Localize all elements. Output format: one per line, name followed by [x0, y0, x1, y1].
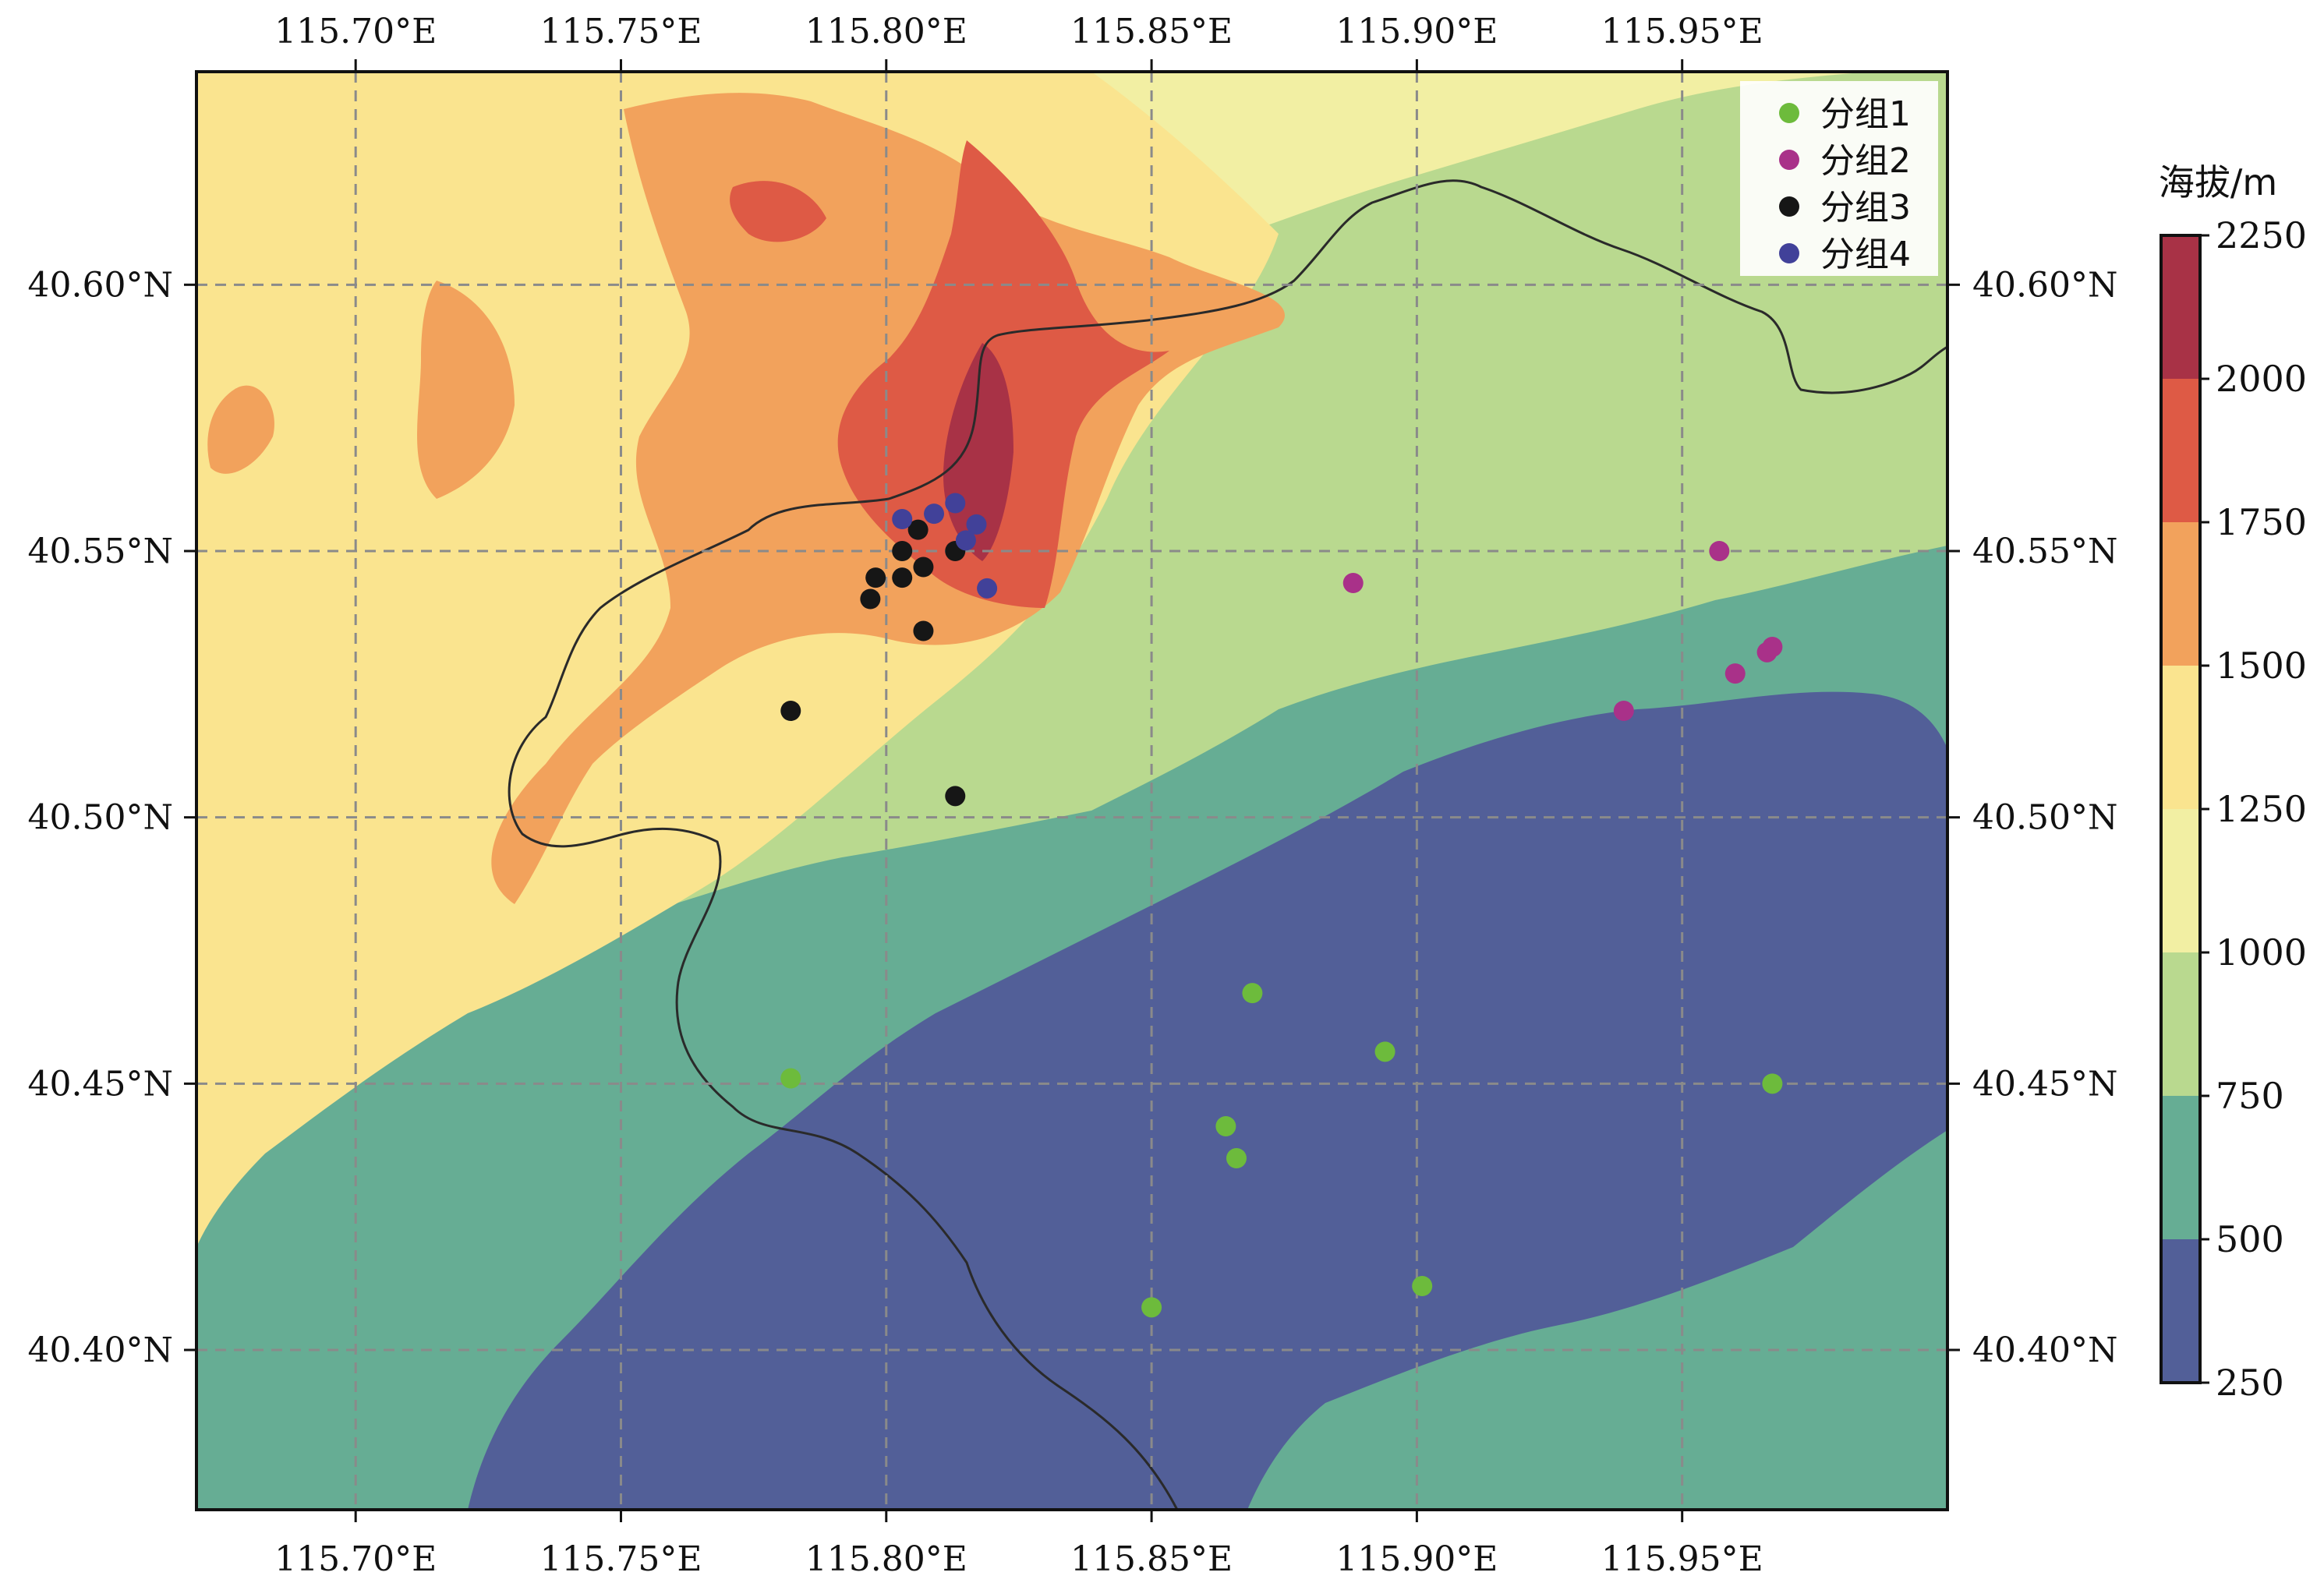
x-tick-label-top-3: 115.85°E: [1070, 12, 1233, 51]
axes: 115.70°E 115.70°E 115.75°E 115.75°E 115.80°E…: [28, 12, 2118, 1579]
y-tick-label-left-0: 40.60°N: [28, 265, 173, 305]
plot-frame: [195, 70, 1949, 1511]
point-series3-0: [907, 519, 929, 540]
point-series1-3: [1215, 1116, 1236, 1136]
point-series3-9: [945, 786, 966, 807]
point-series1-2: [1374, 1041, 1395, 1062]
y-tick-label-left-1: 40.55°N: [28, 532, 173, 571]
elevation-basemap: [196, 72, 1947, 1510]
point-series4-1: [924, 504, 945, 525]
point-series2-1: [1709, 541, 1730, 561]
colorbar-tick-label-3: 1500: [2216, 645, 2307, 687]
x-tick-label-top-4: 115.90°E: [1335, 12, 1498, 51]
point-series1-4: [1226, 1148, 1247, 1168]
point-series1-6: [1412, 1276, 1433, 1296]
x-tick-label-bottom-2: 115.80°E: [805, 1539, 967, 1579]
x-tick-label-bottom-3: 115.85°E: [1070, 1539, 1233, 1579]
legend-marker-2: [1779, 150, 1799, 170]
x-tick-label-top-5: 115.95°E: [1601, 12, 1763, 51]
legend-label-1: 分组1: [1820, 94, 1911, 134]
terrain-band-1500-1750-west: [417, 281, 515, 499]
x-tick-label-top-2: 115.80°E: [805, 12, 967, 51]
colorbar-band-4: [2161, 809, 2200, 952]
point-series3-2: [913, 557, 934, 578]
data-points: [780, 493, 1783, 1318]
colorbar-title: 海拔/m: [2159, 161, 2277, 203]
colorbar-tick-label-7: 500: [2216, 1218, 2284, 1260]
point-series1-5: [1141, 1297, 1162, 1318]
colorbar-tick-label-5: 1000: [2216, 931, 2307, 973]
x-tick-label-bottom-0: 115.70°E: [274, 1539, 437, 1579]
point-series2-2: [1724, 663, 1746, 684]
legend-marker-1: [1779, 103, 1799, 123]
colorbar-band-3: [2161, 666, 2200, 809]
point-series1-1: [1242, 983, 1263, 1004]
point-series1-0: [780, 1068, 801, 1089]
point-series2-4: [1762, 637, 1783, 657]
colorbar-band-5: [2161, 952, 2200, 1096]
point-series3-1: [892, 541, 913, 561]
grid-lines: [196, 72, 1947, 1510]
colorbar-tick-label-6: 750: [2216, 1075, 2284, 1117]
colorbar-tick-label-1: 2000: [2216, 358, 2307, 400]
point-series4-0: [892, 509, 913, 529]
colorbar-band-1: [2161, 379, 2200, 522]
point-series3-5: [860, 588, 881, 610]
boundary-line: [508, 179, 1947, 1510]
legend-marker-3: [1779, 196, 1799, 217]
point-series4-3: [966, 514, 987, 535]
y-tick-label-right-1: 40.55°N: [1972, 532, 2117, 571]
colorbar-band-7: [2161, 1239, 2200, 1383]
legend-marker-4: [1779, 243, 1799, 263]
colorbar-band-0: [2161, 235, 2200, 379]
point-series4-2: [945, 493, 966, 514]
y-tick-label-right-3: 40.45°N: [1972, 1064, 2117, 1104]
y-tick-label-left-4: 40.40°N: [28, 1330, 173, 1370]
x-tick-label-bottom-4: 115.90°E: [1335, 1539, 1498, 1579]
point-series4-4: [955, 530, 976, 551]
elevation-colorbar: 海拔/m 2250 2000 1750 1500 1250 1000 750 500 250: [2159, 161, 2307, 1404]
x-tick-label-top-0: 115.70°E: [274, 12, 437, 51]
terrain-band-250-500: [468, 691, 1947, 1510]
legend-label-3: 分组3: [1820, 188, 1911, 228]
x-tick-label-top-1: 115.75°E: [539, 12, 702, 51]
point-series2-0: [1342, 573, 1364, 593]
legend-label-4: 分组4: [1820, 235, 1911, 274]
colorbar-tick-label-0: 2250: [2216, 214, 2307, 256]
point-series3-8: [780, 701, 801, 721]
y-tick-label-right-4: 40.40°N: [1972, 1330, 2117, 1370]
terrain-band-1750-2000-nw: [730, 181, 826, 242]
colorbar-tick-label-4: 1250: [2216, 788, 2307, 830]
y-tick-label-left-2: 40.50°N: [28, 798, 173, 838]
point-series1-7: [1762, 1073, 1783, 1094]
point-series3-7: [913, 620, 934, 641]
colorbar-band-6: [2161, 1096, 2200, 1239]
x-tick-label-bottom-1: 115.75°E: [539, 1539, 702, 1579]
legend: 分组1 分组2 分组3 分组4: [1740, 81, 1938, 276]
point-series4-5: [977, 578, 998, 599]
legend-label-2: 分组2: [1820, 141, 1911, 181]
point-series3-4: [892, 567, 913, 588]
colorbar-tick-label-2: 1750: [2216, 501, 2307, 543]
terrain-band-1500-1750-west2: [207, 385, 274, 474]
colorbar-band-2: [2161, 522, 2200, 666]
point-series2-5: [1613, 701, 1634, 721]
x-tick-label-bottom-5: 115.95°E: [1601, 1539, 1763, 1579]
terrain-band-1750-2000: [837, 140, 1169, 608]
y-tick-label-right-2: 40.50°N: [1972, 798, 2117, 838]
legend-box: [1740, 81, 1938, 276]
y-tick-label-left-3: 40.45°N: [28, 1064, 173, 1104]
point-series3-3: [865, 567, 886, 588]
y-tick-label-right-0: 40.60°N: [1972, 265, 2117, 305]
colorbar-tick-label-8: 250: [2216, 1362, 2284, 1404]
